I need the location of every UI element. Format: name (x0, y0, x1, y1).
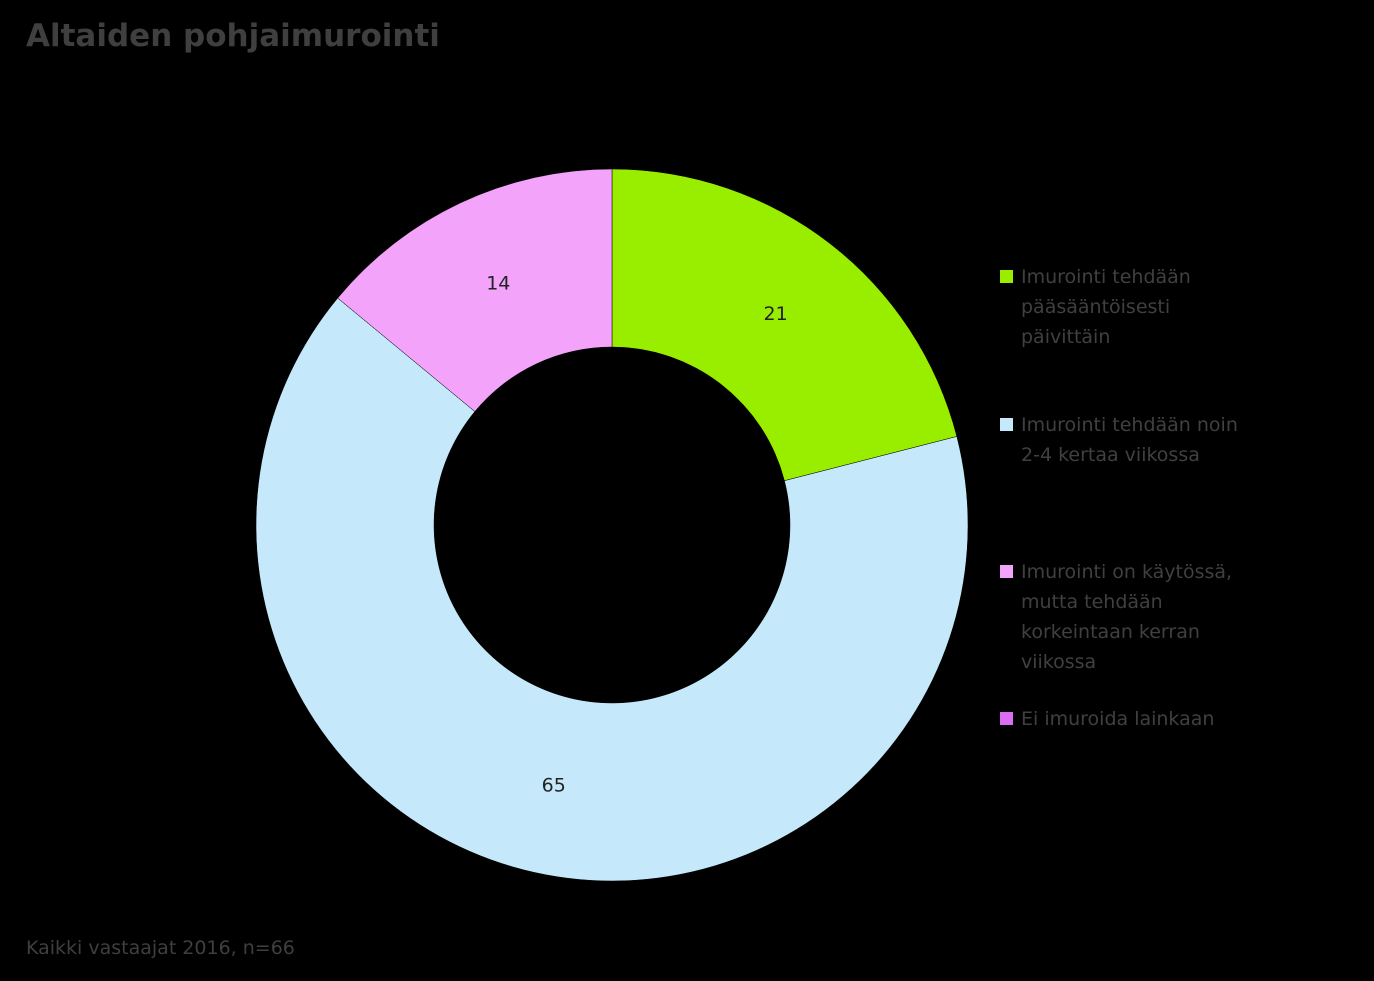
legend-label-never: Ei imuroida lainkaan (1021, 708, 1215, 730)
donut-slice-weekly (255, 297, 969, 882)
donut-slice-daily (611, 168, 958, 482)
chart-title: Altaiden pohjaimurointi (26, 18, 440, 54)
legend-item-weekly: Imurointi tehdään noin 2-4 kertaa viikos… (1000, 410, 1261, 470)
footnote: Kaikki vastaajat 2016, n=66 (26, 937, 295, 959)
data-label-once-a-week: 14 (486, 272, 510, 294)
legend-label-daily: Imurointi tehdään pääsääntöisesti päivit… (1021, 266, 1191, 348)
donut-slice-once-a-week (337, 168, 613, 412)
legend-swatch-weekly (1000, 418, 1013, 431)
data-label-weekly: 65 (542, 775, 566, 797)
legend-item-never: Ei imuroida lainkaan (1000, 704, 1261, 734)
data-label-daily: 21 (764, 303, 788, 325)
legend-label-weekly: Imurointi tehdään noin 2-4 kertaa viikos… (1021, 414, 1238, 466)
legend-item-daily: Imurointi tehdään pääsääntöisesti päivit… (1000, 262, 1261, 352)
legend-swatch-once-a-week (1000, 565, 1013, 578)
legend-swatch-daily (1000, 270, 1013, 283)
legend-item-once-a-week: Imurointi on käytössä, mutta tehdään kor… (1000, 557, 1261, 677)
legend-swatch-never (1000, 712, 1013, 725)
legend-label-once-a-week: Imurointi on käytössä, mutta tehdään kor… (1021, 561, 1233, 673)
